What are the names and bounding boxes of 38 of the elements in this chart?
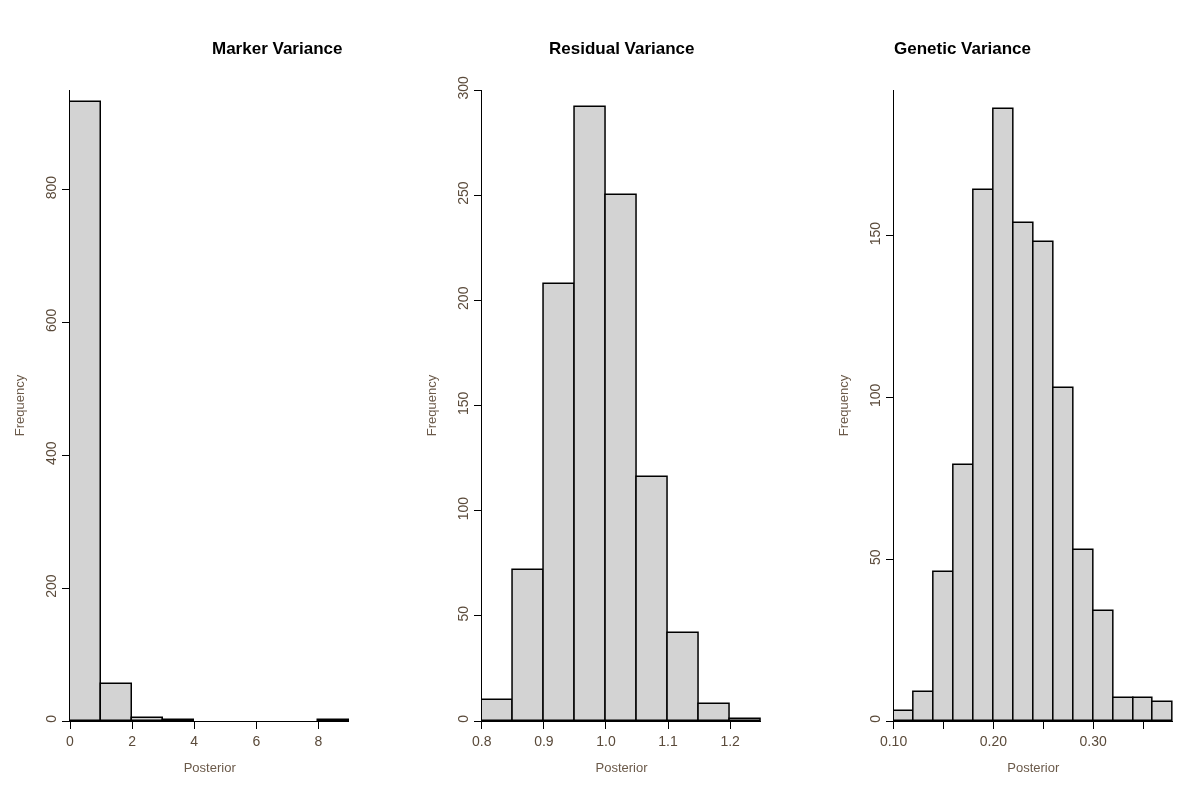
y-tick-label: 400 (43, 441, 60, 465)
y-tick-label: 50 (455, 605, 472, 622)
y-tick-label: 50 (866, 549, 883, 565)
x-tick-label: 2 (128, 732, 137, 749)
x-tick-label: 0.9 (534, 732, 554, 749)
y-axis-title: Frequency (835, 374, 851, 437)
x-tick-label: 6 (252, 732, 261, 749)
y-tick-label: 200 (43, 574, 60, 598)
y-tick-label: 100 (455, 496, 472, 521)
x-tick-label: 0 (66, 732, 75, 749)
x-tick-label: 0.8 (472, 732, 492, 749)
y-tick-label: 0 (455, 714, 472, 723)
x-tick-label: 1.1 (658, 732, 679, 749)
x-tick-label: 4 (190, 732, 199, 749)
x-tick-label: 8 (314, 732, 323, 749)
y-tick-label: 800 (43, 175, 60, 200)
x-tick-label: 0.20 (979, 732, 1008, 749)
chart-title: Residual Variance (549, 39, 695, 58)
y-axis-title: Frequency (424, 374, 440, 437)
y-tick-label: 100 (866, 383, 883, 407)
y-tick-label: 250 (455, 181, 472, 205)
chart-title: Marker Variance (212, 39, 343, 58)
chart-title: Genetic Variance (894, 39, 1032, 58)
y-tick-label: 0 (866, 714, 883, 723)
x-axis-title: Posterior (595, 760, 649, 776)
y-tick-label: 600 (43, 308, 60, 333)
x-axis-title: Posterior (1007, 760, 1060, 776)
y-tick-label: 300 (455, 76, 472, 100)
y-axis-title: Frequency (12, 374, 28, 437)
y-tick-label: 150 (866, 221, 883, 246)
x-tick-label: 0.10 (879, 732, 908, 749)
x-axis-title: Posterior (183, 760, 237, 776)
x-tick-label: 1.2 (720, 732, 741, 749)
y-tick-label: 200 (455, 286, 472, 310)
x-tick-label: 1.0 (596, 732, 616, 749)
x-tick-label: 0.30 (1079, 732, 1107, 749)
y-tick-label: 0 (43, 714, 60, 723)
y-tick-label: 150 (455, 391, 472, 416)
